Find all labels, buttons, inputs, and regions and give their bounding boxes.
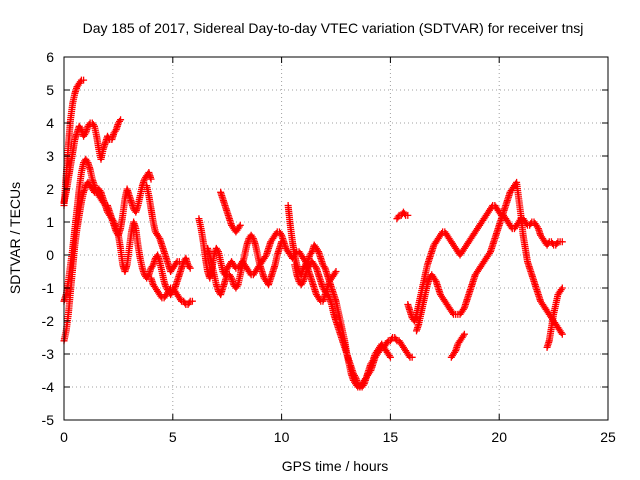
data-point-fill xyxy=(144,272,152,280)
x-tick-label: 0 xyxy=(60,429,68,445)
x-tick-label: 5 xyxy=(169,429,177,445)
data-point-fill xyxy=(401,210,409,218)
y-tick-label: -3 xyxy=(42,346,55,362)
x-tick-label: 25 xyxy=(600,429,616,445)
data-point xyxy=(186,264,194,272)
y-tick-label: 2 xyxy=(46,181,54,197)
y-tick-label: -5 xyxy=(42,412,55,428)
data-point-fill xyxy=(331,269,339,277)
data-point-fill xyxy=(261,253,269,261)
data-point-fill xyxy=(115,117,123,125)
data-point-fill xyxy=(148,263,156,271)
data-point xyxy=(188,297,196,305)
data-point-fill xyxy=(485,249,493,257)
data-point-fill xyxy=(81,131,89,139)
data-point xyxy=(404,211,412,219)
data-point-fill xyxy=(383,338,391,346)
x-tick-label: 15 xyxy=(383,429,399,445)
data-point-fill xyxy=(172,259,180,267)
data-point-fill xyxy=(226,272,234,280)
data-point xyxy=(408,353,416,361)
data-point xyxy=(80,76,88,84)
y-tick-label: 4 xyxy=(46,115,54,131)
y-tick-label: -2 xyxy=(42,313,55,329)
data-point xyxy=(460,330,468,338)
data-point-fill xyxy=(298,279,306,287)
y-tick-label: 1 xyxy=(46,214,54,230)
y-tick-label: 5 xyxy=(46,82,54,98)
data-point-fill xyxy=(307,249,315,257)
ticks: 0 5 10 15 20 25 -5 -4 -3 -2 -1 0 1 2 3 4 5 6 xyxy=(42,49,616,445)
y-tick-label: -4 xyxy=(42,379,55,395)
data-point-fill xyxy=(405,352,413,360)
data-point-fill xyxy=(213,246,221,254)
data-point xyxy=(332,268,340,275)
data-point-fill xyxy=(394,213,402,221)
data-point xyxy=(558,284,566,292)
data-point xyxy=(558,238,566,246)
data-point-fill xyxy=(320,263,328,271)
data-point-fill xyxy=(235,223,243,231)
data-point-fill xyxy=(185,263,193,271)
data-point xyxy=(147,175,155,183)
data-point-fill xyxy=(277,230,285,238)
data-point xyxy=(175,258,183,266)
data-point-fill xyxy=(311,263,319,271)
y-tick-label: 3 xyxy=(46,148,54,164)
data-point-fill xyxy=(557,329,565,337)
data-point-fill xyxy=(359,381,367,389)
data-point-fill xyxy=(368,358,376,366)
data-point xyxy=(386,353,394,361)
data-point-fill xyxy=(76,78,84,86)
data-point xyxy=(278,238,286,246)
plot-frame xyxy=(63,56,609,421)
data-point-fill xyxy=(533,223,541,231)
x-axis-label: GPS time / hours xyxy=(282,458,389,474)
data-point-fill xyxy=(83,157,91,165)
x-tick-label: 10 xyxy=(274,429,290,445)
data-point-fill xyxy=(109,216,117,224)
data-point-fill xyxy=(553,239,561,247)
y-tick-label: -1 xyxy=(42,280,55,296)
y-axis-label: SDTVAR / TECUs xyxy=(7,182,23,294)
data-point-fill xyxy=(176,296,184,304)
data-point-fill xyxy=(155,233,163,241)
data-point-fill xyxy=(557,286,565,294)
chart-title: Day 185 of 2017, Sidereal Day-to-day VTE… xyxy=(83,20,584,36)
data-point-fill xyxy=(451,348,459,356)
data-point-fill xyxy=(448,309,456,317)
data-point-fill xyxy=(76,124,84,132)
data-point-fill xyxy=(324,292,332,300)
data-point xyxy=(558,330,566,338)
data-point-fill xyxy=(459,332,467,340)
data-point-fill xyxy=(185,299,193,307)
y-tick-label: 0 xyxy=(46,247,54,263)
data-point-fill xyxy=(111,127,119,135)
data-point xyxy=(236,221,244,229)
data-point-fill xyxy=(459,305,467,313)
data-point xyxy=(117,116,125,124)
x-tick-label: 20 xyxy=(491,429,507,445)
data-point-fill xyxy=(350,371,358,379)
data-point-fill xyxy=(431,276,439,284)
data-point-fill xyxy=(314,246,322,254)
data-point-fill xyxy=(89,121,97,129)
data-points xyxy=(60,76,566,391)
data-point-fill xyxy=(385,352,393,360)
data-point-fill xyxy=(233,282,241,290)
y-tick-label: 6 xyxy=(46,49,54,65)
data-point-fill xyxy=(248,233,256,241)
data-point-fill xyxy=(392,335,400,343)
data-point-fill xyxy=(96,187,104,195)
